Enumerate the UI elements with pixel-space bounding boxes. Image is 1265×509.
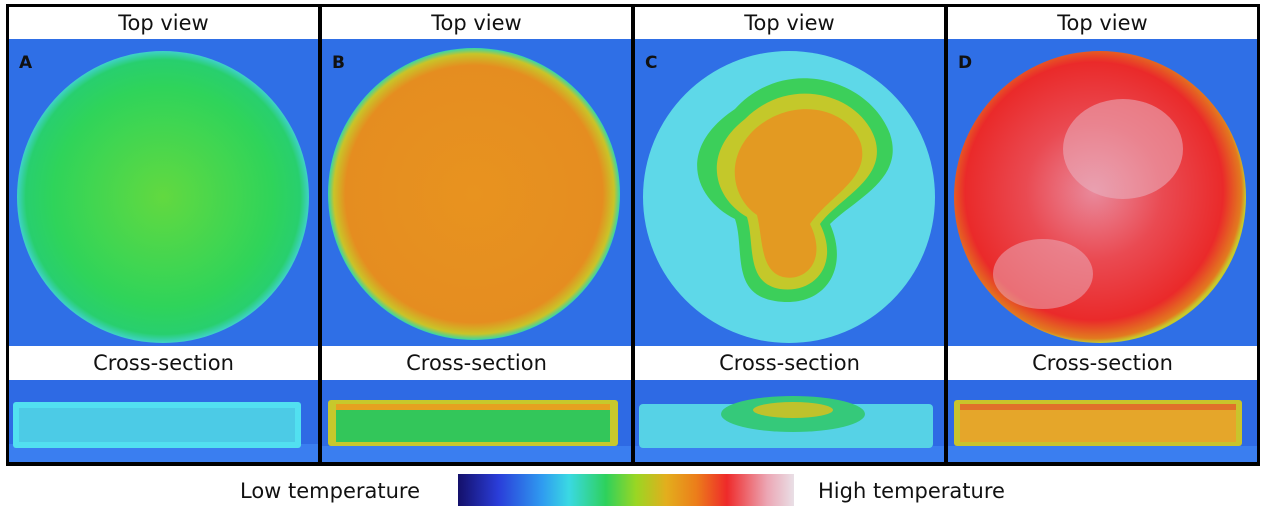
panel-c-letter: C bbox=[645, 53, 658, 73]
panel-b-top-image bbox=[322, 39, 631, 346]
panel-b: Top view B Cross-section bbox=[322, 7, 631, 462]
legend-low-label: Low temperature bbox=[240, 479, 421, 503]
panel-d-top-image bbox=[948, 39, 1257, 346]
panel-a-top-label: Top view bbox=[9, 7, 318, 39]
panel-b-letter: B bbox=[332, 53, 345, 73]
legend-high-label: High temperature bbox=[818, 479, 1005, 503]
panel-a-cross-image bbox=[9, 380, 318, 462]
panel-d-cross-image bbox=[948, 380, 1257, 462]
panel-d-letter: D bbox=[958, 53, 973, 73]
panel-b-cross-image bbox=[322, 380, 631, 462]
panel-c: Top view C Cross-section bbox=[635, 7, 944, 462]
panel-a-letter: A bbox=[19, 53, 33, 73]
panel-c-cross-image bbox=[635, 380, 944, 462]
panel-a-top-image bbox=[9, 39, 318, 346]
panel-a: Top view A Cross-section bbox=[9, 7, 318, 462]
panel-c-top-label: Top view bbox=[635, 7, 944, 39]
panel-d-top-label: Top view bbox=[948, 7, 1257, 39]
panel-b-cross-label: Cross-section bbox=[322, 346, 631, 380]
panel-a-cross-label: Cross-section bbox=[9, 346, 318, 380]
panel-b-top-label: Top view bbox=[322, 7, 631, 39]
panel-d: Top view D Cross-section bbox=[948, 7, 1257, 462]
panel-d-cross-label: Cross-section bbox=[948, 346, 1257, 380]
temperature-colorbar bbox=[458, 474, 794, 506]
thermal-figure: Top view A Cross-section bbox=[6, 4, 1260, 466]
panel-c-top-image bbox=[635, 39, 944, 346]
panel-c-cross-label: Cross-section bbox=[635, 346, 944, 380]
